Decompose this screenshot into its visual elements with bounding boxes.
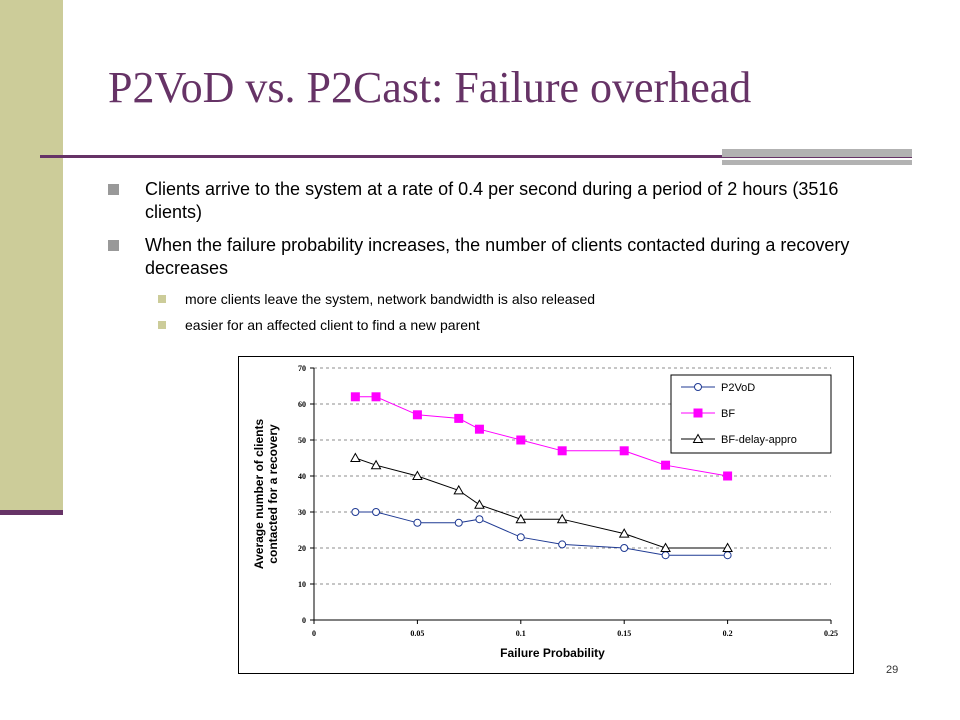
data-point-circle xyxy=(372,508,381,516)
x-tick-label: 0.1 xyxy=(516,629,526,638)
page-number: 29 xyxy=(886,664,899,676)
line-chart: 0 10 20 30 40 50 60 70 0 0.05 0.1 0.15 0.2 0.25 Failur… xyxy=(238,356,854,674)
bullet-text: When the failure probability increases, … xyxy=(145,235,850,278)
data-point-square xyxy=(723,471,733,481)
data-point-circle xyxy=(694,383,702,391)
y-tick-label: 40 xyxy=(298,472,306,481)
data-point-triangle xyxy=(453,484,465,495)
x-axis-title: Failure Probability xyxy=(500,646,605,660)
data-point-square xyxy=(557,446,567,456)
title-underline-accent-bottom xyxy=(722,160,912,165)
series-line-p2vod xyxy=(355,511,728,556)
chart-canvas: 0 10 20 30 40 50 60 70 0 0.05 0.1 0.15 0.2 0.25 Failur… xyxy=(252,364,838,660)
data-point-square xyxy=(350,392,360,402)
y-tick-label: 60 xyxy=(298,400,306,409)
data-point-square xyxy=(516,435,526,445)
data-point-square xyxy=(371,392,381,402)
square-bullet-icon xyxy=(158,321,166,329)
series-line-bf-delay-appro xyxy=(355,457,728,549)
x-tick-label: 0.25 xyxy=(824,629,838,638)
data-point-triangle xyxy=(412,470,423,480)
series-line-bf xyxy=(355,396,728,477)
x-tick-label: 0 xyxy=(312,629,316,638)
square-bullet-icon xyxy=(158,295,166,303)
data-point-square xyxy=(412,410,422,420)
series-p2vod xyxy=(351,508,732,560)
data-point-square xyxy=(454,413,464,423)
x-tick-label: 0.2 xyxy=(723,629,733,638)
data-point-triangle xyxy=(692,433,704,443)
y-tick-label: 20 xyxy=(298,544,306,553)
data-point-square xyxy=(693,408,703,418)
data-point-circle xyxy=(723,551,732,560)
data-point-circle xyxy=(351,508,360,516)
y-tick-label: 0 xyxy=(302,616,306,625)
decorative-side-bar xyxy=(0,0,63,512)
y-tick-label: 50 xyxy=(298,436,306,445)
x-tick-label: 0.15 xyxy=(617,629,631,638)
legend-label: BF-delay-appro xyxy=(721,434,797,446)
data-point-triangle xyxy=(350,452,361,462)
bullet-text: Clients arrive to the system at a rate o… xyxy=(145,179,839,222)
slide-title: P2VoD vs. P2Cast: Failure overhead xyxy=(108,63,752,112)
data-point-circle xyxy=(454,518,463,527)
data-point-triangle xyxy=(618,528,630,538)
sub-bullet-text: more clients leave the system, network b… xyxy=(185,291,596,307)
square-bullet-icon xyxy=(108,184,119,195)
y-axis-title: Average number of clients contacted for a… xyxy=(252,419,280,570)
square-bullet-icon xyxy=(108,240,119,251)
data-point-square xyxy=(661,460,671,470)
legend-label: BF xyxy=(721,408,735,420)
sub-bullet-item: easier for an affected client to find a … xyxy=(108,316,898,334)
y-tick-label: 30 xyxy=(298,508,306,517)
title-underline-accent-top xyxy=(722,149,912,157)
series-bf-delay-appro xyxy=(350,452,733,552)
bullet-item: Clients arrive to the system at a rate o… xyxy=(108,178,898,224)
data-point-circle xyxy=(661,551,670,560)
y-tick-label: 70 xyxy=(298,364,306,373)
data-point-triangle xyxy=(660,542,671,552)
legend: P2VoD BF BF-delay-appro xyxy=(670,374,832,454)
bullet-item: When the failure probability increases, … xyxy=(108,234,898,280)
data-point-square xyxy=(474,424,484,434)
data-point-triangle xyxy=(556,513,568,524)
side-bar-bottom-edge xyxy=(0,510,63,515)
y-axis-title-line: Average number of clients xyxy=(252,419,266,570)
x-tick-label: 0.05 xyxy=(410,629,424,638)
data-point-triangle xyxy=(474,499,485,509)
y-tick-label: 10 xyxy=(298,580,306,589)
data-point-circle xyxy=(620,544,629,552)
series-bf xyxy=(350,392,733,481)
data-point-triangle xyxy=(515,513,527,524)
data-point-circle xyxy=(475,515,484,524)
data-point-circle xyxy=(413,518,422,527)
bullet-list: Clients arrive to the system at a rate o… xyxy=(108,178,898,342)
data-point-square xyxy=(619,446,629,456)
data-point-triangle xyxy=(370,459,382,470)
sub-bullet-text: easier for an affected client to find a … xyxy=(185,317,480,333)
legend-label: P2VoD xyxy=(721,382,755,394)
data-point-circle xyxy=(516,533,525,542)
title-underline xyxy=(40,155,912,158)
data-point-circle xyxy=(558,540,567,549)
data-point-triangle xyxy=(722,542,733,552)
sub-bullet-item: more clients leave the system, network b… xyxy=(108,290,898,308)
y-axis-title-line: contacted for a recovery xyxy=(266,424,280,564)
